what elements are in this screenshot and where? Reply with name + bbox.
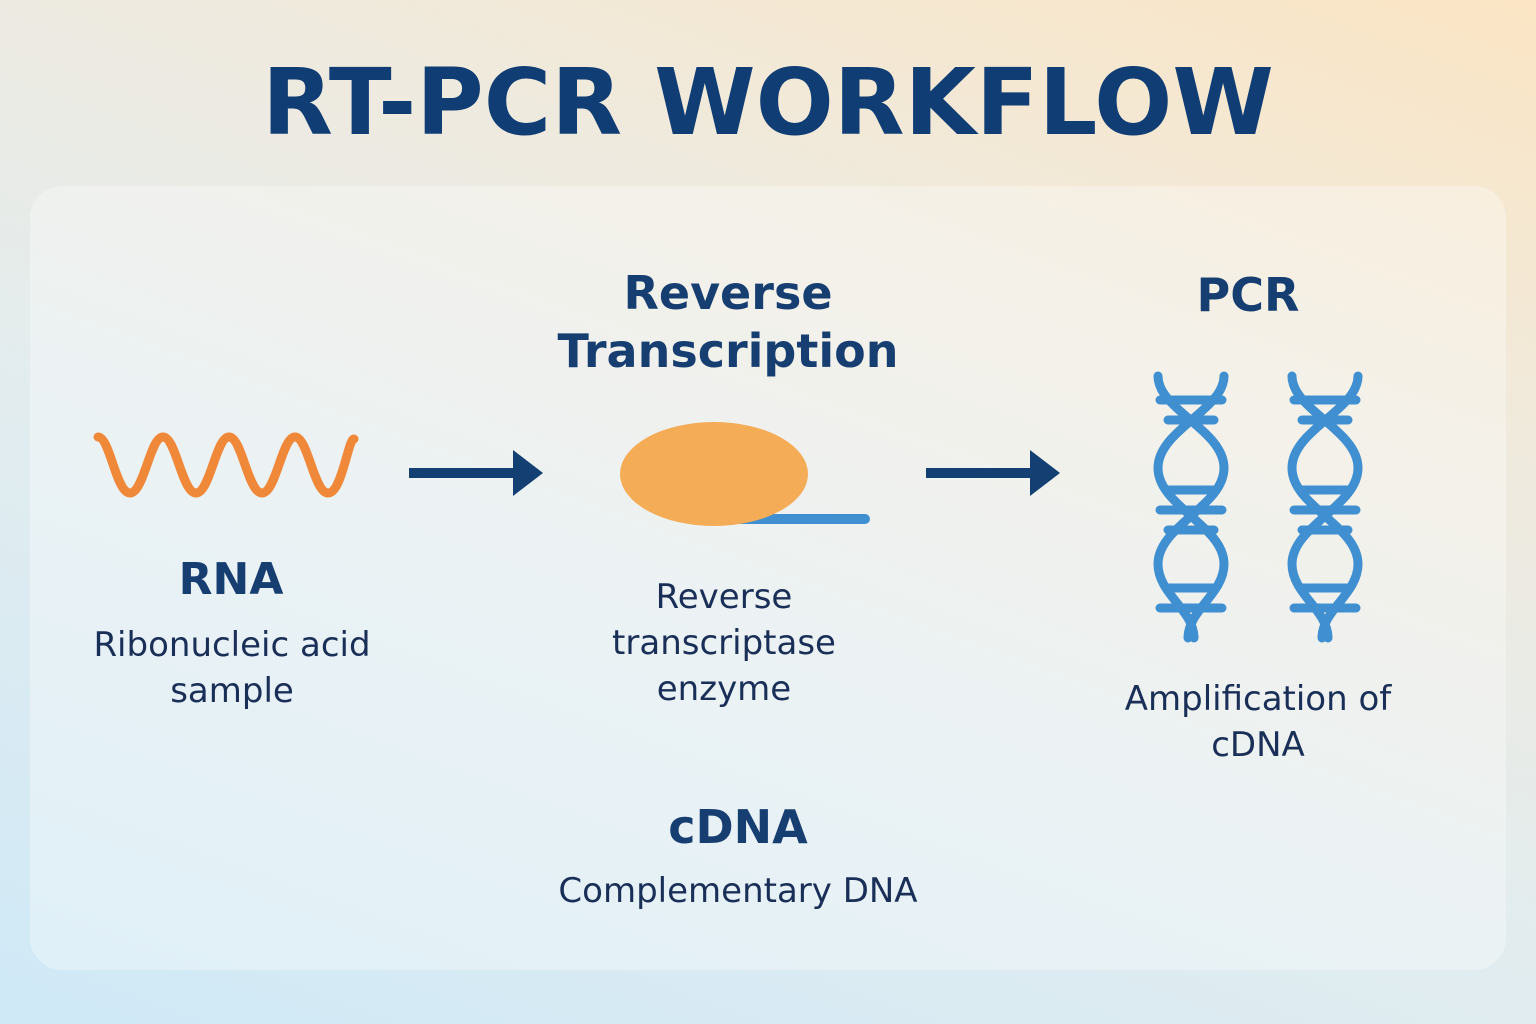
dna-double-helix-icon [1287, 371, 1363, 643]
enzyme-icon [620, 422, 870, 526]
dna-double-helix-icon [1153, 371, 1229, 643]
step-description-rna: Ribonucleic acid sample [93, 625, 371, 711]
arrow-right-icon [926, 450, 1060, 496]
step-description-reverse-transcription: Reverse transcriptase enzyme [612, 577, 836, 709]
product-heading-cdna: cDNA [668, 800, 808, 854]
page-title: RT-PCR WORKFLOW [262, 49, 1274, 156]
step-heading-rna: RNA [178, 554, 284, 605]
step-heading-reverse-transcription: Reverse Transcription [557, 266, 899, 378]
product-description-cdna: Complementary DNA [558, 871, 918, 911]
rna-wave-icon [93, 432, 359, 498]
step-description-pcr: Amplification of cDNA [1124, 679, 1392, 765]
arrow-right-icon [409, 450, 543, 496]
step-heading-pcr: PCR [1196, 268, 1300, 322]
workflow-panel [30, 186, 1506, 970]
